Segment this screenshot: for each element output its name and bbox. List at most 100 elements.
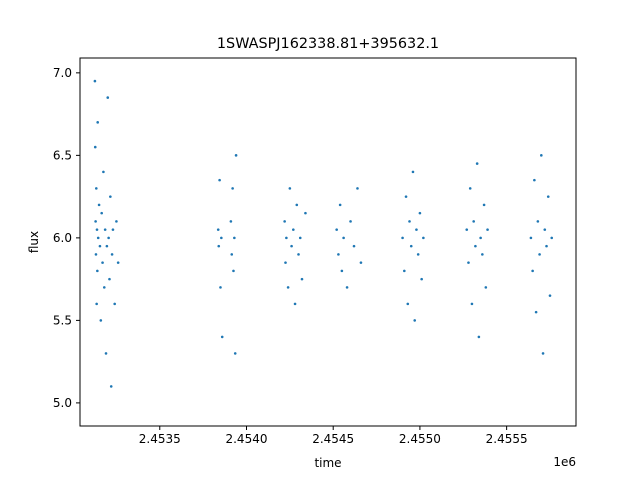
data-point <box>295 203 299 207</box>
data-point <box>545 244 548 248</box>
data-point <box>467 261 470 264</box>
y-tick-label: 6.5 <box>53 148 72 162</box>
data-point <box>297 253 300 256</box>
data-point <box>283 220 286 223</box>
data-point <box>531 269 534 273</box>
chart-title: 1SWASPJ162338.81+395632.1 <box>217 36 439 52</box>
x-axis: 2.4535 2.4540 2.4545 2.4550 2.4555 <box>139 426 528 446</box>
data-point <box>403 269 406 273</box>
data-point <box>104 352 108 355</box>
data-point <box>298 236 302 240</box>
data-point <box>106 96 110 99</box>
data-point <box>96 236 100 240</box>
plot-area-frame <box>79 57 577 427</box>
data-point <box>409 244 413 248</box>
data-point <box>234 154 238 157</box>
data-point <box>541 352 545 355</box>
data-point <box>465 228 469 231</box>
data-point <box>349 220 352 223</box>
data-point <box>359 261 363 264</box>
data-point <box>420 277 423 281</box>
data-point <box>529 236 533 240</box>
data-point <box>93 79 97 83</box>
data-point <box>288 187 292 190</box>
data-point <box>99 319 103 322</box>
y-tick-label: 7.0 <box>53 66 72 80</box>
data-point <box>538 253 541 256</box>
data-point <box>93 145 97 149</box>
data-point <box>418 211 422 215</box>
data-point <box>233 236 236 240</box>
data-point <box>95 228 99 231</box>
data-point <box>550 236 554 240</box>
y-tick-label: 6.0 <box>53 231 72 245</box>
data-point <box>304 211 307 215</box>
y-axis-label: flux <box>27 231 41 253</box>
data-point <box>484 286 488 289</box>
y-tick-label: 5.5 <box>53 313 72 327</box>
data-point <box>109 195 112 198</box>
data-point <box>216 228 220 231</box>
data-point <box>115 220 118 223</box>
data-point <box>96 269 99 273</box>
data-point <box>338 203 342 207</box>
data-point <box>352 244 356 248</box>
data-point <box>100 211 103 215</box>
data-point <box>292 228 295 231</box>
data-point <box>97 203 101 207</box>
data-point <box>290 244 293 248</box>
data-point <box>98 244 102 248</box>
data-point <box>534 310 538 314</box>
data-point <box>102 170 105 174</box>
x-tick-label: 2.4540 <box>225 432 267 446</box>
data-point <box>217 244 221 248</box>
data-point <box>335 228 338 231</box>
data-point <box>340 269 344 273</box>
data-point <box>342 236 345 240</box>
data-point <box>482 203 486 207</box>
data-point <box>113 302 116 306</box>
data-point <box>543 228 547 231</box>
data-point <box>102 286 106 289</box>
data-point <box>548 294 552 297</box>
data-point <box>218 178 221 182</box>
data-point <box>486 228 489 231</box>
x-tick-label: 2.4550 <box>399 432 441 446</box>
data-point <box>96 121 99 124</box>
data-point <box>101 261 104 264</box>
data-point <box>411 170 415 174</box>
data-point <box>116 261 120 264</box>
data-point <box>408 220 411 223</box>
data-point <box>404 195 408 198</box>
data-points <box>93 79 554 388</box>
data-point <box>111 228 115 231</box>
data-point <box>107 236 110 240</box>
data-point <box>108 277 111 281</box>
data-point <box>109 385 113 388</box>
data-point <box>220 335 224 339</box>
data-point <box>540 154 543 157</box>
data-point <box>94 253 98 256</box>
x-axis-offset-label: 1e6 <box>553 455 576 469</box>
data-point <box>95 187 98 190</box>
data-point <box>94 220 97 223</box>
data-point <box>233 352 237 355</box>
data-point <box>406 302 410 306</box>
data-point <box>533 178 536 182</box>
data-point <box>110 253 114 256</box>
data-point <box>95 302 98 306</box>
y-tick-label: 5.0 <box>53 396 72 410</box>
data-point <box>220 236 223 240</box>
data-point <box>293 302 297 306</box>
data-point <box>481 253 484 256</box>
data-point <box>345 286 349 289</box>
data-point <box>286 286 290 289</box>
data-point <box>105 244 109 248</box>
data-point <box>415 228 418 231</box>
data-point <box>356 187 359 190</box>
data-point <box>229 220 233 223</box>
data-point <box>536 220 540 223</box>
data-point <box>401 236 404 240</box>
